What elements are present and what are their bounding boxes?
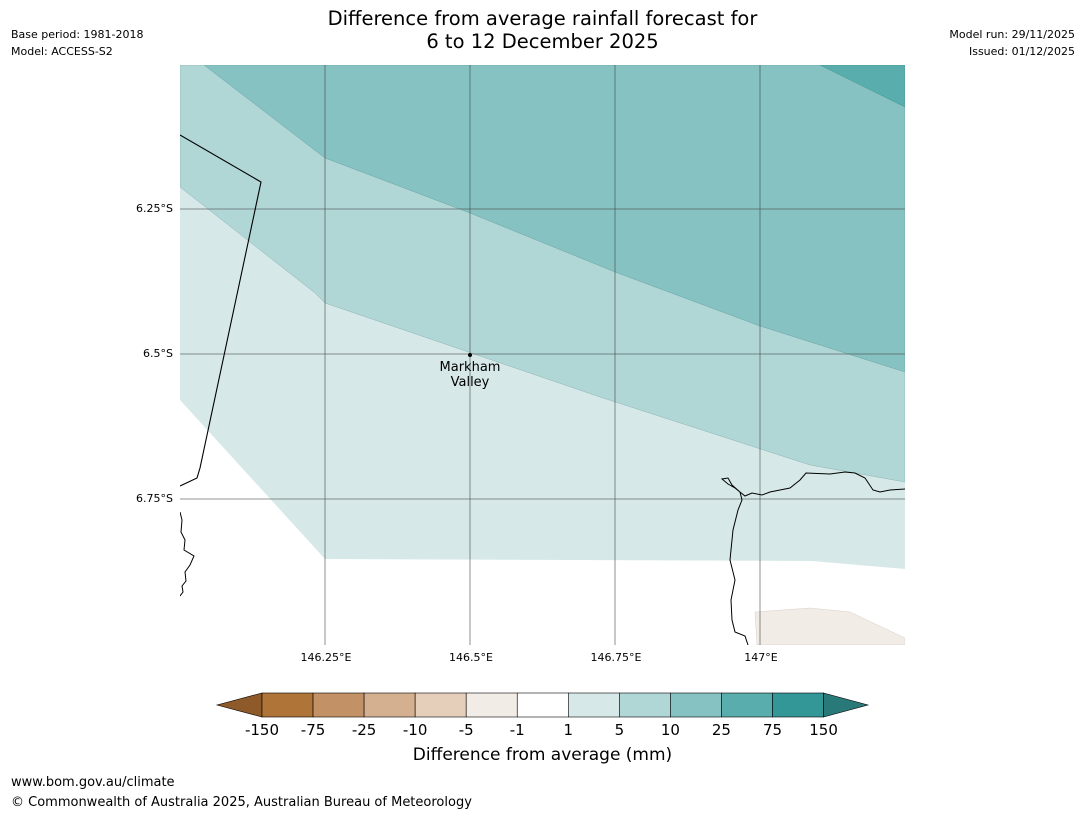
colorbar-swatch [312,692,365,718]
colorbar-swatch [261,692,314,718]
meta-left: Base period: 1981-2018 Model: ACCESS-S2 [11,26,143,60]
colorbar-tick-label: 1 [563,721,574,739]
lon-label-147: 147°E [744,651,778,664]
footer-url: www.bom.gov.au/climate [11,775,175,790]
colorbar-extend-high [823,692,870,718]
colorbar-tick-label: 25 [711,721,731,739]
colorbar-swatch [670,692,722,718]
map-title: Difference from average rainfall forecas… [0,7,1085,53]
place-marker [468,353,472,357]
issued-date: Issued: 01/12/2025 [968,45,1075,58]
colorbar-tick-label: -25 [351,721,377,739]
colorbar-tick-label: -150 [244,721,280,739]
colorbar-swatch [363,692,416,718]
colorbar-swatch [721,692,773,718]
title-line-2: 6 to 12 December 2025 [426,30,659,53]
place-label-line-2: Valley [450,375,490,390]
colorbar-swatch [465,692,518,718]
dry-patch [754,607,905,645]
colorbar-label: Difference from average (mm) [412,745,673,765]
place-label: Markham Valley [440,360,501,390]
coastline-west [180,511,195,597]
base-period: Base period: 1981-2018 [11,28,144,41]
colorbar-swatch [619,692,671,718]
lon-label-146-25: 146.25°E [300,651,352,664]
footer-copyright: © Commonwealth of Australia 2025, Austra… [11,795,472,810]
lat-label-6-25: 6.25°S [136,202,173,215]
lon-label-146-5: 146.5°E [449,651,493,664]
colorbar-swatch [414,692,467,718]
colorbar-tick-label: -10 [402,721,428,739]
lat-label-6-75: 6.75°S [136,492,173,505]
colorbar-tick-label: 10 [660,721,680,739]
colorbar-tick-label: 150 [809,721,838,739]
title-line-1: Difference from average rainfall forecas… [327,7,758,30]
model-name: Model: ACCESS-S2 [11,45,113,58]
colorbar [215,692,870,718]
colorbar-tick-label: 5 [614,721,625,739]
graticule [180,65,905,645]
colorbar-swatch [772,692,824,718]
model-run: Model run: 29/11/2025 [949,28,1075,41]
colorbar-swatch [516,692,569,718]
coastline-east [720,471,905,645]
rain-band-25-75 [819,65,905,108]
colorbar-tick-label: -1 [509,721,525,739]
lat-label-6-5: 6.5°S [143,347,173,360]
colorbar-extend-low [215,692,263,718]
colorbar-swatch [567,692,620,718]
border-line [180,134,262,487]
colorbar-tick-label: 75 [762,721,783,739]
colorbar-tick-label: -5 [458,721,474,739]
place-label-line-1: Markham [439,360,501,375]
rain-band-10-25 [203,65,905,373]
lon-label-146-75: 146.75°E [590,651,642,664]
meta-right: Model run: 29/11/2025 Issued: 01/12/2025 [949,26,1075,60]
colorbar-tick-label: -75 [300,721,326,739]
